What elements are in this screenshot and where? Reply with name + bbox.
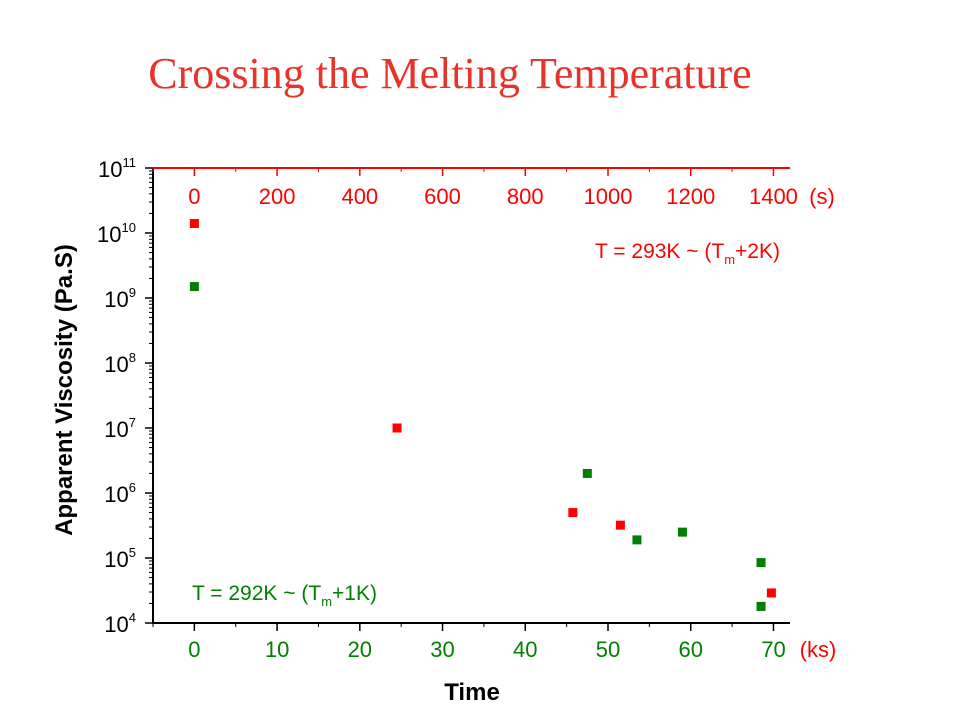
x-bottom-tick-label: 30 bbox=[430, 637, 454, 662]
y-tick-label: 105 bbox=[104, 545, 136, 572]
data-point-green bbox=[677, 527, 687, 537]
y-tick-label: 109 bbox=[104, 285, 136, 312]
slide-title: Crossing the Melting Temperature bbox=[148, 49, 752, 98]
x-top-tick-label: 400 bbox=[341, 184, 378, 209]
x-bottom-tick-label: 20 bbox=[348, 637, 372, 662]
x-bottom-tick-label: 40 bbox=[513, 637, 537, 662]
x-axis-title: Time bbox=[444, 679, 500, 706]
data-point-green bbox=[756, 558, 766, 568]
x-bottom-tick-label: 60 bbox=[678, 637, 702, 662]
y-tick-label: 107 bbox=[104, 415, 136, 442]
series-label-292k: T = 292K ~ (Tm+1K) bbox=[192, 582, 377, 609]
x-bottom-tick-label: 0 bbox=[188, 637, 200, 662]
x-top-tick-label: 600 bbox=[424, 184, 461, 209]
data-point-red bbox=[392, 423, 402, 433]
x-bottom-tick-label: 70 bbox=[761, 637, 785, 662]
data-point-green bbox=[189, 282, 199, 292]
data-point-red bbox=[615, 520, 625, 530]
data-point-green bbox=[632, 535, 642, 545]
data-point-green bbox=[582, 468, 592, 478]
y-tick-label: 108 bbox=[104, 350, 136, 377]
series-label-293k: T = 293K ~ (Tm+2K) bbox=[595, 240, 780, 267]
y-tick-label: 1010 bbox=[97, 220, 136, 247]
x-bottom-unit-label: (ks) bbox=[800, 637, 837, 662]
x-top-tick-label: 1200 bbox=[666, 184, 715, 209]
x-bottom-tick-label: 10 bbox=[265, 637, 289, 662]
x-top-tick-label: 200 bbox=[259, 184, 296, 209]
y-tick-label: 106 bbox=[104, 480, 136, 507]
data-point-red bbox=[766, 588, 776, 598]
data-point-red bbox=[189, 219, 199, 229]
x-bottom-tick-label: 50 bbox=[596, 637, 620, 662]
x-top-tick-label: 800 bbox=[507, 184, 544, 209]
y-tick-label: 104 bbox=[104, 610, 136, 637]
x-top-unit-label: (s) bbox=[809, 184, 835, 209]
x-top-tick-label: 1000 bbox=[584, 184, 633, 209]
data-point-red bbox=[568, 508, 578, 518]
y-tick-label: 1011 bbox=[98, 155, 136, 182]
x-top-tick-label: 1400 bbox=[749, 184, 798, 209]
y-axis-title: Apparent Viscosity (Pa.S) bbox=[51, 244, 78, 536]
x-top-tick-label: 0 bbox=[188, 184, 200, 209]
data-point-green bbox=[756, 601, 766, 611]
